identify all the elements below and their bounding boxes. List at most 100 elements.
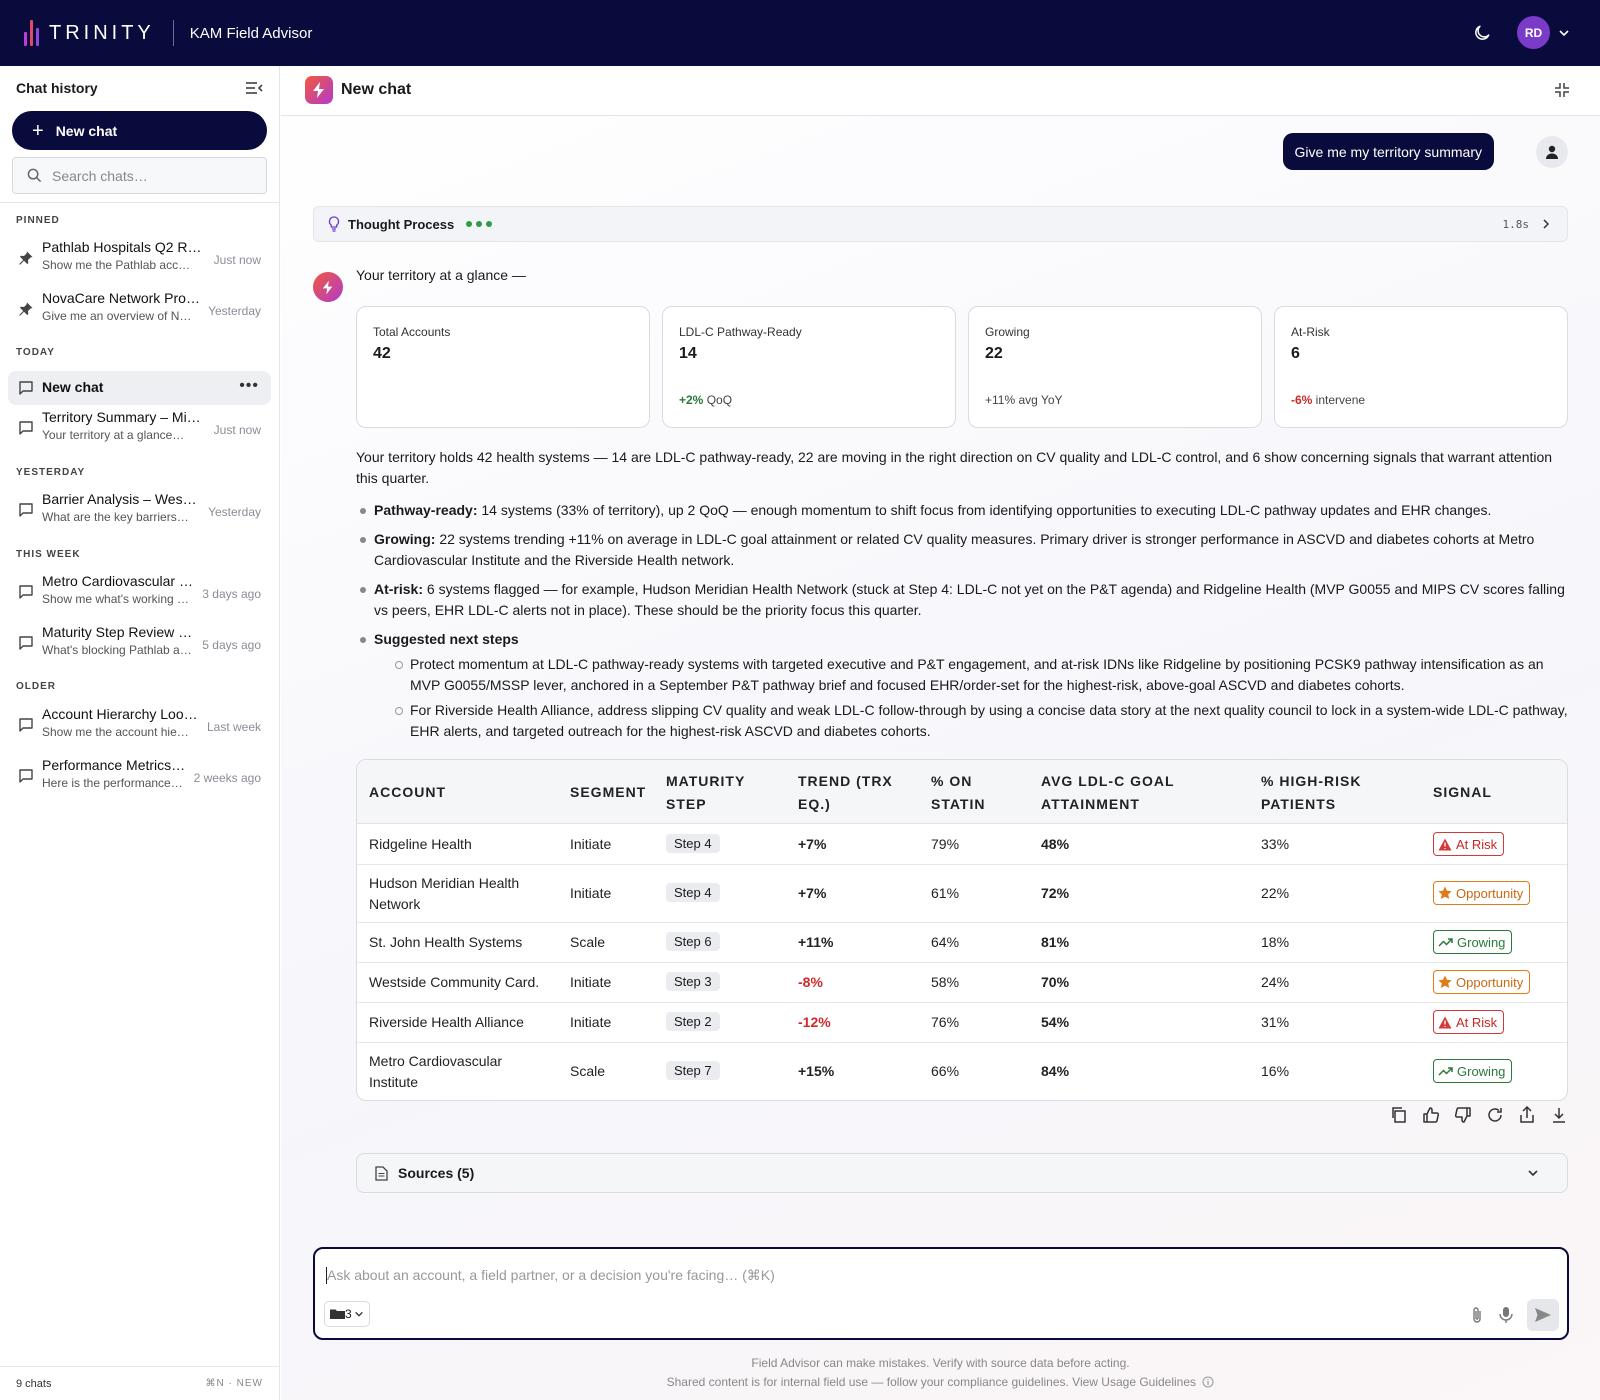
signal-label: At Risk bbox=[1456, 1014, 1498, 1030]
warning-icon bbox=[1438, 1016, 1452, 1028]
kpi-delta-value: -6% bbox=[1291, 393, 1313, 407]
sidebar-item-title: Pathlab Hospitals Q2 R… bbox=[42, 239, 202, 255]
message-composer[interactable]: Ask about an account, a field partner, o… bbox=[313, 1247, 1569, 1340]
sidebar-item-new-chat[interactable]: New chat ••• bbox=[8, 371, 271, 405]
copy-icon[interactable] bbox=[1390, 1106, 1408, 1124]
signal-label: Opportunity bbox=[1456, 885, 1524, 901]
cell-step-badge: Step 4 bbox=[666, 883, 720, 902]
user-avatar[interactable]: RD bbox=[1517, 16, 1550, 49]
section-older: OLDER bbox=[16, 681, 56, 692]
kpi-value: 22 bbox=[985, 345, 1003, 362]
sidebar-divider bbox=[0, 202, 279, 203]
chat-icon bbox=[19, 585, 33, 599]
cell-step-badge: Step 2 bbox=[666, 1012, 720, 1031]
sidebar-item-territory-summary[interactable]: Territory Summary – Mi… Your territory a… bbox=[8, 406, 271, 452]
cell-segment: Scale bbox=[570, 934, 606, 950]
sources-accordion[interactable]: Sources (5) bbox=[356, 1153, 1568, 1193]
accounts-table: ACCOUNT SEGMENT MATURITY STEP TREND (TRX… bbox=[356, 759, 1568, 1101]
cell-segment: Initiate bbox=[570, 974, 612, 990]
folder-context-selector[interactable]: 3 bbox=[324, 1301, 370, 1327]
download-icon[interactable] bbox=[1550, 1106, 1568, 1124]
logo-bars-icon bbox=[24, 20, 39, 46]
header-on-statin[interactable]: % ON STATIN bbox=[931, 773, 986, 812]
sidebar-item-pathlab[interactable]: Pathlab Hospitals Q2 R… Show me the Path… bbox=[8, 236, 271, 282]
chat-icon bbox=[19, 503, 33, 517]
sidebar-item-time: 3 days ago bbox=[202, 587, 261, 601]
table-row[interactable]: Metro Cardiovascular Institute Scale Ste… bbox=[357, 1043, 1567, 1100]
pin-icon bbox=[19, 302, 33, 316]
bullet-label: Pathway-ready: bbox=[374, 502, 478, 518]
sidebar-item-snippet: What's blocking Pathlab a… bbox=[42, 643, 192, 657]
cell-ldl-attainment: 54% bbox=[1041, 1014, 1070, 1030]
chevron-down-icon bbox=[1528, 1170, 1538, 1177]
thumbs-up-icon[interactable] bbox=[1422, 1106, 1440, 1124]
cell-on-statin: 58% bbox=[931, 974, 960, 990]
header-signal[interactable]: SIGNAL bbox=[1433, 784, 1492, 800]
thinking-dots-icon bbox=[466, 221, 493, 227]
attach-icon[interactable] bbox=[1469, 1306, 1485, 1324]
sidebar-item-time: 5 days ago bbox=[202, 638, 261, 652]
moon-icon bbox=[1475, 25, 1490, 40]
trinity-logo[interactable]: TRINITY bbox=[24, 20, 155, 46]
kpi-card-pathway-ready: LDL-C Pathway-Ready 14 +2% QoQ bbox=[662, 306, 956, 428]
thumbs-down-icon[interactable] bbox=[1454, 1106, 1472, 1124]
sidebar-item-barrier-analysis[interactable]: Barrier Analysis – Wes… What are the key… bbox=[8, 488, 271, 534]
bullet-text: 6 systems flagged — for example, Hudson … bbox=[374, 581, 1565, 618]
new-chat-label: New chat bbox=[55, 122, 118, 139]
search-chats-input[interactable]: Search chats… bbox=[12, 157, 267, 194]
sidebar-footer: 9 chats ⌘N · NEW bbox=[0, 1366, 279, 1400]
sidebar-item-title: NovaCare Network Pro… bbox=[42, 290, 200, 306]
header-account[interactable]: ACCOUNT bbox=[369, 784, 446, 800]
sidebar-item-snippet: What are the key barriers f… bbox=[42, 510, 192, 524]
sidebar-item-novacare[interactable]: NovaCare Network Pro… Give me an overvie… bbox=[8, 287, 271, 333]
cell-trend: +11% bbox=[798, 934, 834, 950]
cell-on-statin: 61% bbox=[931, 885, 960, 901]
new-chat-button[interactable]: + New chat bbox=[12, 111, 267, 150]
cell-account: Metro Cardiovascular Institute bbox=[369, 1053, 503, 1090]
minimize-icon[interactable] bbox=[1554, 82, 1570, 98]
cell-ldl-attainment: 72% bbox=[1041, 885, 1070, 901]
header-ldl-attainment[interactable]: AVG LDL-C GOAL ATTAINMENT bbox=[1041, 773, 1175, 812]
chevron-down-icon[interactable] bbox=[1558, 27, 1570, 39]
table-row[interactable]: Riverside Health Alliance Initiate Step … bbox=[357, 1003, 1567, 1043]
assistant-logo-icon bbox=[305, 76, 333, 104]
dark-mode-toggle[interactable] bbox=[1469, 20, 1495, 46]
message-actions bbox=[1390, 1106, 1568, 1124]
microphone-icon[interactable] bbox=[1499, 1306, 1513, 1324]
disclaimer-text[interactable]: Shared content is for internal field use… bbox=[666, 1375, 1197, 1389]
send-button[interactable] bbox=[1527, 1299, 1559, 1331]
nav-divider bbox=[172, 20, 174, 46]
kpi-delta-note: +11% avg YoY bbox=[985, 393, 1063, 407]
sidebar-item-title: Performance Metrics… bbox=[42, 757, 186, 773]
regenerate-icon[interactable] bbox=[1486, 1106, 1504, 1124]
bullet-label: Suggested next steps bbox=[374, 631, 519, 647]
composer-placeholder: Ask about an account, a field partner, o… bbox=[326, 1267, 775, 1284]
header-high-risk[interactable]: % HIGH-RISK PATIENTS bbox=[1261, 773, 1362, 812]
section-today: TODAY bbox=[16, 347, 55, 358]
thought-process-toggle[interactable]: Thought Process 1.8s bbox=[313, 206, 1568, 242]
cell-high-risk: 33% bbox=[1261, 836, 1290, 852]
sidebar-item-account-hierarchy[interactable]: Account Hierarchy Loo… Show me the accou… bbox=[8, 703, 271, 749]
collapse-sidebar-icon[interactable] bbox=[245, 81, 263, 95]
table-row[interactable]: Ridgeline Health Initiate Step 4 +7% 79%… bbox=[357, 824, 1567, 865]
sidebar-item-metro-cardiovascular[interactable]: Metro Cardiovascular … Show me what's wo… bbox=[8, 570, 271, 616]
brand-name: TRINITY bbox=[49, 21, 155, 44]
header-segment[interactable]: SEGMENT bbox=[570, 784, 647, 800]
info-icon[interactable] bbox=[1202, 1376, 1214, 1388]
signal-badge-at-risk: At Risk bbox=[1433, 832, 1505, 856]
table-row[interactable]: St. John Health Systems Scale Step 6 +11… bbox=[357, 923, 1567, 963]
share-icon[interactable] bbox=[1518, 1106, 1536, 1124]
bullet-text: 14 systems (33% of territory), up 2 QoQ … bbox=[477, 502, 1492, 518]
warning-icon bbox=[1438, 838, 1452, 850]
more-options-icon[interactable]: ••• bbox=[239, 377, 259, 394]
table-row[interactable]: Westside Community Card. Initiate Step 3… bbox=[357, 963, 1567, 1003]
sidebar-item-maturity-step[interactable]: Maturity Step Review … What's blocking P… bbox=[8, 621, 271, 667]
table-row[interactable]: Hudson Meridian Health Network Initiate … bbox=[357, 865, 1567, 923]
signal-badge-at-risk: At Risk bbox=[1433, 1010, 1505, 1034]
header-trend[interactable]: TREND (TRX EQ.) bbox=[798, 773, 893, 812]
header-maturity-step[interactable]: MATURITY STEP bbox=[666, 773, 746, 812]
sidebar-item-performance-metrics[interactable]: Performance Metrics… Here is the perform… bbox=[8, 754, 271, 800]
bullet-label: At-risk: bbox=[374, 581, 424, 597]
kpi-delta-value: +2% bbox=[679, 393, 704, 407]
sidebar-item-time: Just now bbox=[213, 423, 261, 437]
